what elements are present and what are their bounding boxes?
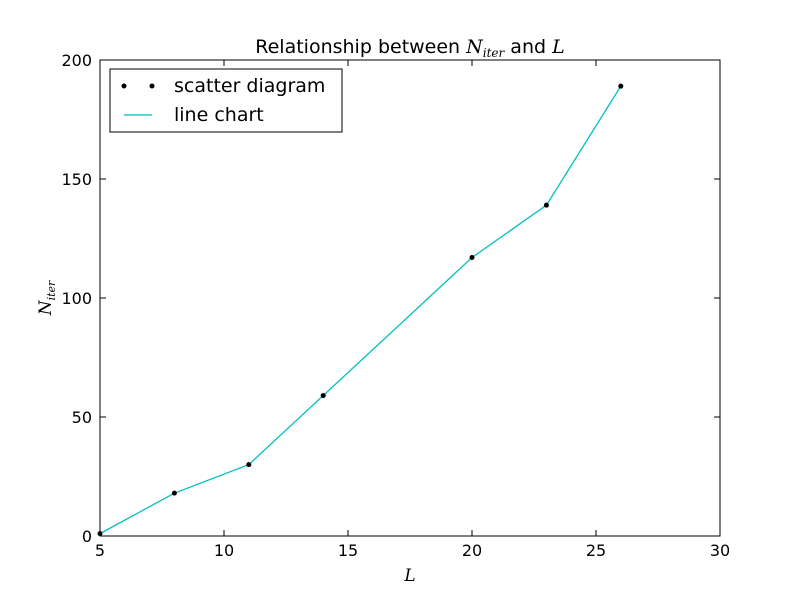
scatter-point [246, 462, 252, 468]
scatter-point [97, 531, 103, 537]
x-tick-label: 25 [586, 541, 606, 560]
title-prefix: Relationship between [255, 36, 466, 58]
scatter-point [171, 490, 177, 496]
y-tick-label: 200 [61, 51, 92, 70]
x-tick-label: 10 [214, 541, 234, 560]
legend-line-label: line chart [174, 104, 264, 126]
scatter-point [543, 202, 549, 208]
x-axis-ticks: 5 10 15 20 25 30 [95, 60, 730, 560]
legend-scatter-marker-left [121, 83, 127, 89]
scatter-point [618, 83, 624, 89]
y-tick-label: 0 [82, 527, 92, 546]
title-var-n-subscript: iter [483, 46, 506, 60]
y-axis-ticks: 0 50 100 150 200 [61, 51, 720, 546]
y-tick-label: 50 [72, 408, 92, 427]
x-tick-label: 30 [710, 541, 730, 560]
title-connector: and [504, 36, 552, 58]
legend-scatter-marker-right [149, 83, 155, 89]
title-var-n: N [465, 36, 484, 58]
y-tick-label: 100 [61, 289, 92, 308]
y-tick-label: 150 [61, 170, 92, 189]
legend-scatter-label: scatter diagram [174, 75, 325, 97]
legend: scatter diagram line chart [109, 68, 343, 133]
x-tick-label: 5 [95, 541, 105, 560]
line-series-layer [99, 85, 622, 535]
title-var-l: L [551, 36, 565, 58]
chart-title: Relationship between Niter and L [255, 36, 564, 60]
scatter-point [469, 255, 475, 261]
line-chart-series [99, 85, 622, 535]
x-tick-label: 15 [338, 541, 358, 560]
scatter-point [320, 393, 326, 399]
y-axis-label-main: N [36, 299, 56, 316]
x-tick-label: 20 [462, 541, 482, 560]
legend-box [109, 68, 343, 133]
y-axis-label: Niter [36, 280, 58, 316]
x-axis-label: L [403, 566, 415, 586]
y-axis-label-subscript: iter [45, 280, 58, 300]
scatter-series-layer [97, 83, 624, 537]
